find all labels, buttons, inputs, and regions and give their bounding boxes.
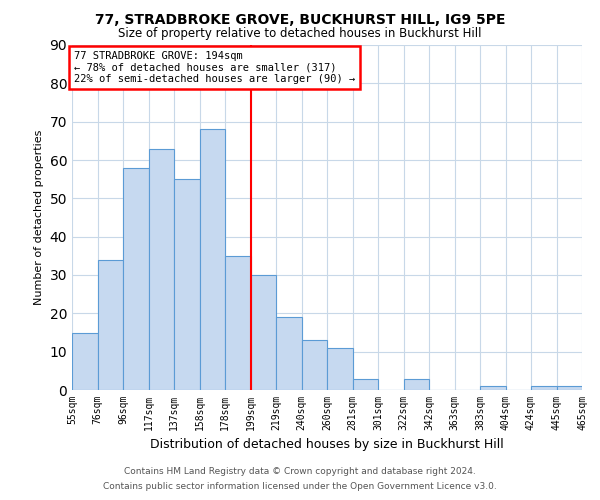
Bar xyxy=(276,317,302,390)
Bar xyxy=(302,340,327,390)
Bar xyxy=(327,348,353,390)
Y-axis label: Number of detached properties: Number of detached properties xyxy=(34,130,44,305)
Bar xyxy=(404,378,429,390)
Bar xyxy=(531,386,557,390)
Bar xyxy=(557,386,582,390)
Bar xyxy=(251,275,276,390)
Bar xyxy=(353,378,378,390)
X-axis label: Distribution of detached houses by size in Buckhurst Hill: Distribution of detached houses by size … xyxy=(150,438,504,452)
Text: Contains HM Land Registry data © Crown copyright and database right 2024.: Contains HM Land Registry data © Crown c… xyxy=(124,467,476,476)
Bar xyxy=(174,179,199,390)
Bar xyxy=(199,130,225,390)
Text: Size of property relative to detached houses in Buckhurst Hill: Size of property relative to detached ho… xyxy=(118,28,482,40)
Bar xyxy=(123,168,149,390)
Bar xyxy=(149,148,174,390)
Bar xyxy=(225,256,251,390)
Bar xyxy=(480,386,505,390)
Text: 77, STRADBROKE GROVE, BUCKHURST HILL, IG9 5PE: 77, STRADBROKE GROVE, BUCKHURST HILL, IG… xyxy=(95,12,505,26)
Text: 77 STRADBROKE GROVE: 194sqm
← 78% of detached houses are smaller (317)
22% of se: 77 STRADBROKE GROVE: 194sqm ← 78% of det… xyxy=(74,51,355,84)
Text: Contains public sector information licensed under the Open Government Licence v3: Contains public sector information licen… xyxy=(103,482,497,491)
Bar xyxy=(97,260,123,390)
Bar xyxy=(72,332,97,390)
